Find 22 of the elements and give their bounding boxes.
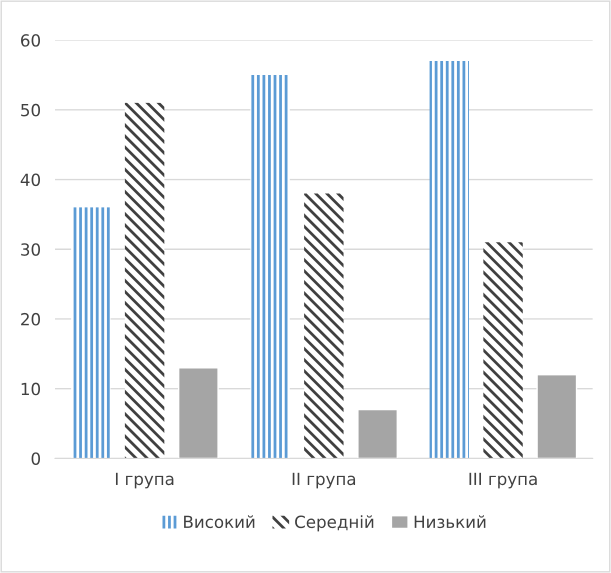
y-tick-label: 40 [20,174,40,186]
legend-label: Середній [295,515,374,532]
bar [536,374,578,458]
bar [357,408,398,458]
y-tick-label: 60 [21,34,40,47]
y-tick-label: 0 [32,452,40,465]
bar [71,207,111,458]
bar [483,242,523,458]
x-tick-label: I група [116,472,174,488]
bar [124,102,164,458]
bar [178,367,219,458]
bar [304,193,344,458]
legend-label: Високий [184,515,254,528]
x-tick-label: III група [470,472,537,488]
x-tick-label: II група [292,472,356,488]
y-tick-label: 50 [21,104,40,116]
legend-label: Низький [414,515,486,528]
y-tick-label: 20 [21,312,40,326]
bar [250,74,290,458]
y-tick-label: 10 [22,382,40,396]
bar [430,61,470,458]
y-tick-label: 30 [21,243,40,256]
